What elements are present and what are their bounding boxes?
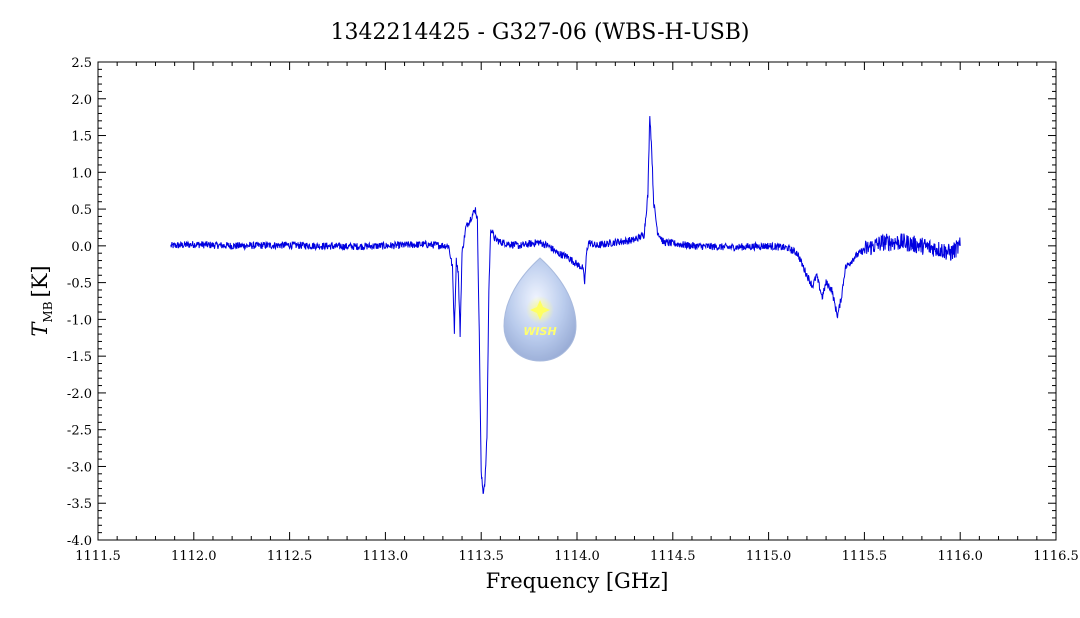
y-tick-label: 0.0 <box>71 240 92 255</box>
x-tick-label: 1111.5 <box>75 549 121 564</box>
plot-frame <box>97 61 1057 541</box>
y-axis-label-unit: [K] <box>28 265 52 297</box>
y-tick-label: 2.5 <box>71 56 92 71</box>
y-axis-label-main: T <box>28 321 52 337</box>
wish-logo-text: WISH <box>523 325 556 338</box>
y-tick-label: -2.0 <box>67 387 92 402</box>
x-tick-label: 1115.0 <box>746 549 792 564</box>
x-tick-label: 1113.0 <box>363 549 409 564</box>
y-tick-label: 0.5 <box>71 203 92 218</box>
y-tick-label: -1.5 <box>67 350 92 365</box>
y-tick-label: 1.5 <box>71 130 92 145</box>
x-tick-labels: 1111.5 1112.0 1112.5 1113.0 1113.5 1114.0 1114… <box>75 549 1079 564</box>
axis-ticks <box>97 61 1057 541</box>
chart-title: 1342214425 - G327-06 (WBS-H-USB) <box>330 20 749 45</box>
x-tick-label: 1116.5 <box>1033 549 1079 564</box>
x-tick-label: 1115.5 <box>842 549 888 564</box>
x-tick-label: 1113.5 <box>458 549 504 564</box>
x-axis-label: Frequency [GHz] <box>486 569 669 593</box>
y-tick-label: -1.0 <box>67 313 92 328</box>
y-tick-label: 1.0 <box>71 166 92 181</box>
y-tick-label: -3.5 <box>67 497 92 512</box>
y-tick-label: -3.0 <box>67 460 92 475</box>
x-tick-label: 1112.0 <box>171 549 217 564</box>
x-tick-label: 1112.5 <box>267 549 313 564</box>
x-tick-label: 1116.0 <box>937 549 983 564</box>
y-axis-label: TMB [K] <box>28 265 55 336</box>
svg-text:TMB[K]: TMB [K] <box>28 265 55 336</box>
x-tick-label: 1114.5 <box>650 549 696 564</box>
series-line <box>170 116 961 495</box>
y-tick-label: 2.0 <box>71 93 92 108</box>
wish-logo-drop-icon: WISH <box>503 257 577 362</box>
y-tick-label: -2.5 <box>67 424 92 439</box>
y-tick-label: -0.5 <box>67 277 92 292</box>
x-tick-label: 1114.0 <box>554 549 600 564</box>
y-tick-labels: 2.5 2.0 1.5 1.0 0.5 0.0 -0.5 -1.0 -1.5 -2.0 -2.5 -3… <box>67 56 92 549</box>
y-tick-label: -4.0 <box>67 534 92 549</box>
y-axis-label-sub: MB <box>41 301 55 322</box>
